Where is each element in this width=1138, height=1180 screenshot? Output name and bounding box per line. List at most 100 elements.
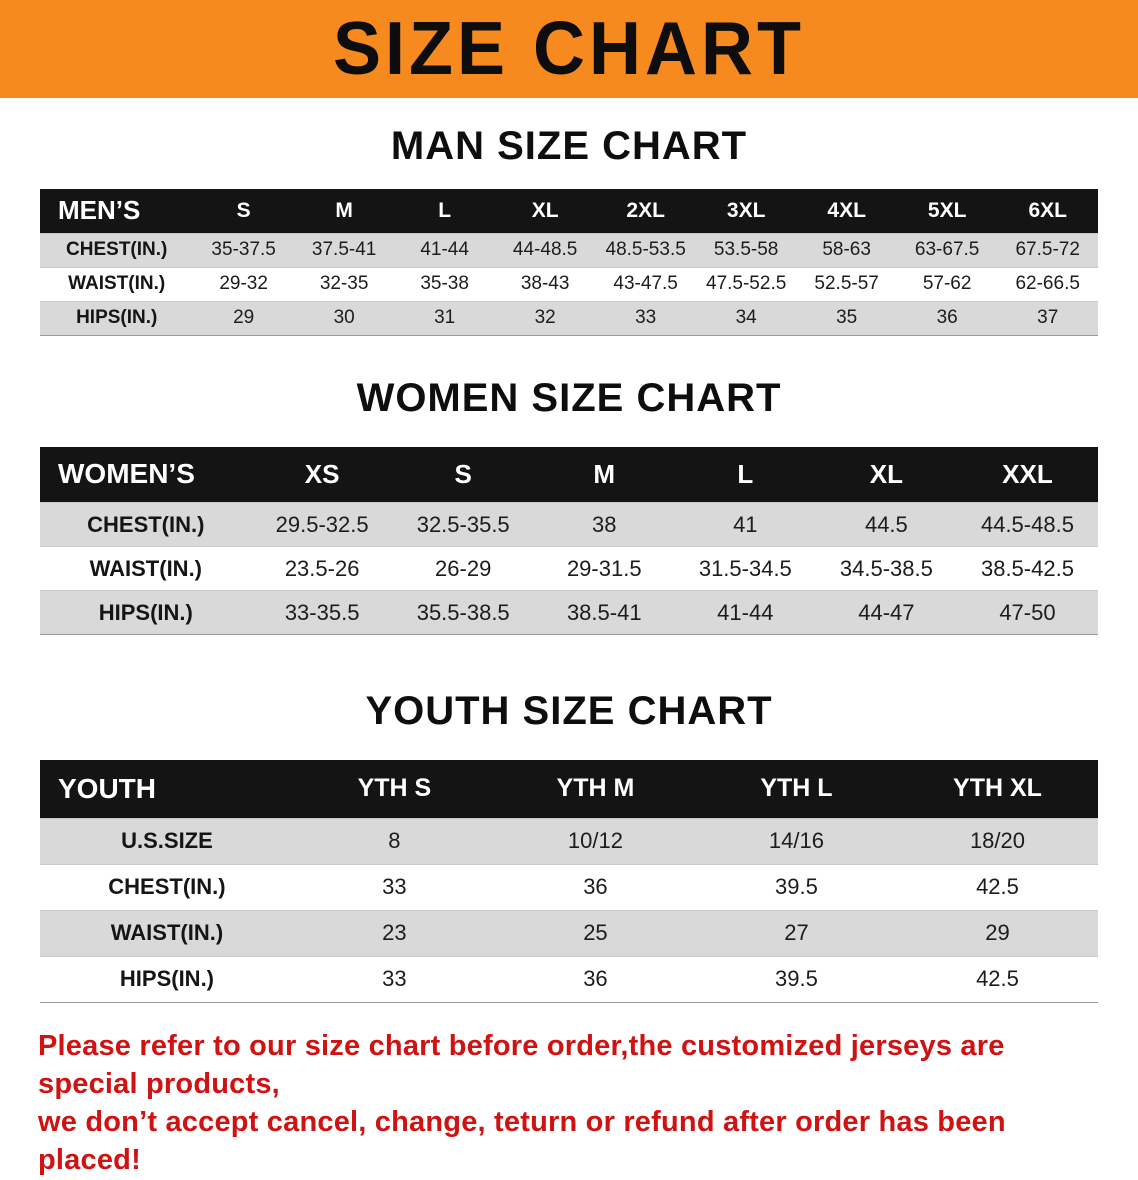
men-measure-row: HIPS(IN.) 29 30 31 32 33 34 35 36 37 [40,300,1098,335]
youth-value-cell: 39.5 [695,955,897,1002]
men-value-cell: 63-67.5 [896,232,998,267]
men-value-cell: 31 [394,300,495,335]
men-value-cell: 32 [494,300,596,335]
women-header-row: WOMEN’S XS S M L XL XXL [40,446,1098,503]
men-row-label: CHEST(IN.) [40,232,194,267]
youth-row-label: U.S.SIZE [40,817,294,864]
youth-header-row: YOUTH YTH S YTH M YTH L YTH XL [40,760,1098,818]
men-value-cell: 52.5-57 [796,266,897,301]
women-size-header: XXL [956,446,1098,503]
women-value-cell: 26-29 [392,546,534,591]
women-value-cell: 35.5-38.5 [392,590,534,635]
youth-size-header: YTH M [494,760,696,818]
women-measure-row: HIPS(IN.) 33-35.5 35.5-38.5 38.5-41 41-44 44-… [40,590,1098,635]
men-value-cell: 35-37.5 [193,232,294,267]
youth-value-cell: 25 [494,909,696,956]
women-row-label: HIPS(IN.) [40,590,252,635]
youth-value-cell: 14/16 [695,817,897,864]
men-value-cell: 32-35 [293,266,395,301]
women-value-cell: 29.5-32.5 [251,502,393,547]
youth-row-label: HIPS(IN.) [40,955,294,1002]
women-value-cell: 33-35.5 [251,590,393,635]
youth-size-chart-section: YOUTH SIZE CHART YOUTH YTH S YTH M YTH L YTH… [0,689,1138,1003]
youth-measure-row: U.S.SIZE 8 10/12 14/16 18/20 [40,817,1098,864]
men-size-header: S [193,189,294,233]
men-value-cell: 34 [695,300,797,335]
men-header-row: MEN’S S M L XL 2XL 3XL 4XL 5XL 6XL [40,189,1098,233]
youth-row-label: WAIST(IN.) [40,909,294,956]
youth-row-label: CHEST(IN.) [40,863,294,910]
men-value-cell: 43-47.5 [595,266,696,301]
women-value-cell: 34.5-38.5 [815,546,957,591]
men-value-cell: 29-32 [193,266,294,301]
women-measure-row: WAIST(IN.) 23.5-26 26-29 29-31.5 31.5-34.5 34… [40,546,1098,591]
women-value-cell: 23.5-26 [251,546,393,591]
men-value-cell: 37.5-41 [293,232,395,267]
men-value-cell: 29 [193,300,294,335]
men-value-cell: 44-48.5 [494,232,596,267]
men-value-cell: 62-66.5 [997,266,1098,301]
men-size-header: 5XL [896,189,998,233]
women-size-table: WOMEN’S XS S M L XL XXL CHEST(IN.) 29.5-32.5 32.5… [40,446,1098,635]
disclaimer: Please refer to our size chart before or… [0,1027,1138,1180]
men-size-chart-section: MAN SIZE CHART MEN’S S M L XL 2XL 3XL 4XL 5XL 6XL… [0,124,1138,336]
women-value-cell: 41-44 [674,590,816,635]
women-size-chart-section: WOMEN SIZE CHART WOMEN’S XS S M L XL XXL CHEST(… [0,375,1138,635]
youth-size-table-wrap: YOUTH YTH S YTH M YTH L YTH XL U.S.SIZE 8 10/12… [0,760,1138,1003]
men-value-cell: 35-38 [394,266,495,301]
women-row-label: WAIST(IN.) [40,546,252,591]
men-row-label: WAIST(IN.) [40,266,194,301]
youth-measure-row: CHEST(IN.) 33 36 39.5 42.5 [40,863,1098,910]
banner: SIZE CHART [0,0,1138,98]
women-value-cell: 32.5-35.5 [392,502,534,547]
disclaimer-line-2: we don’t accept cancel, change, teturn o… [38,1106,1006,1177]
youth-value-cell: 10/12 [494,817,696,864]
youth-value-cell: 36 [494,955,696,1002]
men-size-header: XL [494,189,596,233]
youth-size-header: YTH L [695,760,897,818]
men-value-cell: 35 [796,300,897,335]
men-size-table: MEN’S S M L XL 2XL 3XL 4XL 5XL 6XL CHEST(IN.) 35-37… [40,189,1098,336]
youth-value-cell: 42.5 [896,863,1098,910]
youth-value-cell: 42.5 [896,955,1098,1002]
men-value-cell: 41-44 [394,232,495,267]
youth-measure-row: HIPS(IN.) 33 36 39.5 42.5 [40,955,1098,1002]
women-chart-title: WOMEN SIZE CHART [356,375,782,420]
men-group-label: MEN’S [40,189,194,233]
women-row-label: CHEST(IN.) [40,502,252,547]
women-value-cell: 47-50 [956,590,1098,635]
women-value-cell: 44.5-48.5 [956,502,1098,547]
women-value-cell: 38 [533,502,675,547]
youth-value-cell: 29 [896,909,1098,956]
men-measure-row: CHEST(IN.) 35-37.5 37.5-41 41-44 44-48.5 48.5… [40,232,1098,267]
men-size-header: 6XL [997,189,1098,233]
women-size-header: XL [815,446,957,503]
men-value-cell: 30 [293,300,395,335]
men-value-cell: 58-63 [796,232,897,267]
men-value-cell: 36 [896,300,998,335]
youth-chart-title: YOUTH SIZE CHART [365,689,773,733]
women-value-cell: 44.5 [815,502,957,547]
women-measure-row: CHEST(IN.) 29.5-32.5 32.5-35.5 38 41 44.5 44.5… [40,502,1098,547]
youth-size-header: YTH XL [896,760,1098,818]
men-size-header: L [394,189,495,233]
men-value-cell: 67.5-72 [997,232,1098,267]
women-size-table-wrap: WOMEN’S XS S M L XL XXL CHEST(IN.) 29.5-32.5 32.5… [0,446,1138,635]
men-chart-title: MAN SIZE CHART [390,124,748,168]
men-row-label: HIPS(IN.) [40,300,194,335]
men-measure-row: WAIST(IN.) 29-32 32-35 35-38 38-43 43-47.5 47.… [40,266,1098,301]
men-value-cell: 38-43 [494,266,596,301]
men-value-cell: 47.5-52.5 [695,266,797,301]
youth-size-table: YOUTH YTH S YTH M YTH L YTH XL U.S.SIZE 8 10/12… [40,760,1098,1003]
women-value-cell: 38.5-42.5 [956,546,1098,591]
men-value-cell: 48.5-53.5 [595,232,696,267]
youth-value-cell: 36 [494,863,696,910]
youth-value-cell: 39.5 [695,863,897,910]
youth-value-cell: 23 [293,909,495,956]
women-size-header: XS [251,446,393,503]
women-group-label: WOMEN’S [40,446,252,503]
page-title: SIZE CHART [333,7,805,91]
men-value-cell: 57-62 [896,266,998,301]
women-size-header: M [533,446,675,503]
